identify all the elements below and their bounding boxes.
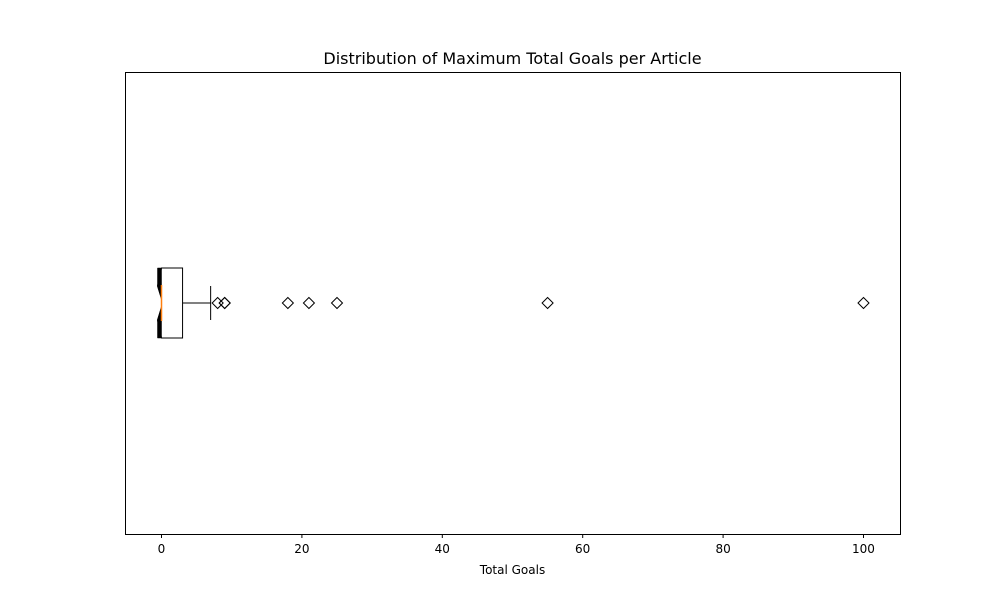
outlier-point	[218, 296, 231, 310]
x-tick-label: 0	[158, 542, 166, 556]
outlier-point	[857, 296, 870, 310]
plot-marks	[156, 267, 870, 339]
x-axis-ticks: 0 20 40 60 80 100	[158, 534, 875, 556]
x-tick-label: 60	[575, 542, 590, 556]
outlier-point	[211, 296, 224, 310]
outlier-point	[281, 296, 295, 310]
x-axis-label: Total Goals	[479, 563, 545, 577]
x-tick-label: 80	[715, 542, 730, 556]
outlier-point	[302, 296, 316, 310]
outlier-point	[330, 296, 344, 310]
outlier-point	[218, 296, 231, 310]
x-tick-label: 100	[852, 542, 875, 556]
chart-title: Distribution of Maximum Total Goals per …	[323, 49, 701, 68]
x-tick-label: 40	[435, 542, 450, 556]
plot-frame	[125, 72, 901, 535]
outlier-point	[541, 296, 554, 310]
x-tick-label: 20	[294, 542, 309, 556]
